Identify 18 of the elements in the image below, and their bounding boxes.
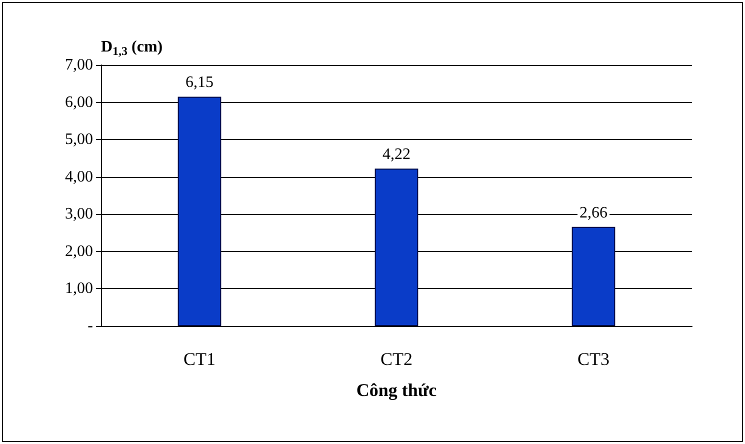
y-tick-label: 6,00 — [65, 94, 93, 111]
bar — [178, 96, 222, 326]
bar — [374, 168, 418, 326]
y-tick-label: 1,00 — [65, 280, 93, 298]
y-tick-label: 5,00 — [65, 131, 93, 148]
y-tick-label: 4,00 — [65, 168, 93, 186]
bar — [572, 226, 616, 326]
x-tick-label: CT3 — [577, 349, 610, 369]
y-tick-label: - — [88, 318, 93, 334]
x-axis-title: Công thức — [356, 380, 437, 400]
data-label: 2,66 — [580, 204, 608, 222]
x-tick-label: CT1 — [183, 349, 216, 369]
y-tick-label: 3,00 — [65, 206, 93, 223]
y-tick-label: 7,00 — [65, 56, 93, 74]
y-tick-label: 2,00 — [65, 242, 93, 260]
x-tick-label: CT2 — [380, 349, 413, 369]
data-label: 6,15 — [186, 74, 214, 92]
data-label: 4,22 — [382, 146, 410, 164]
